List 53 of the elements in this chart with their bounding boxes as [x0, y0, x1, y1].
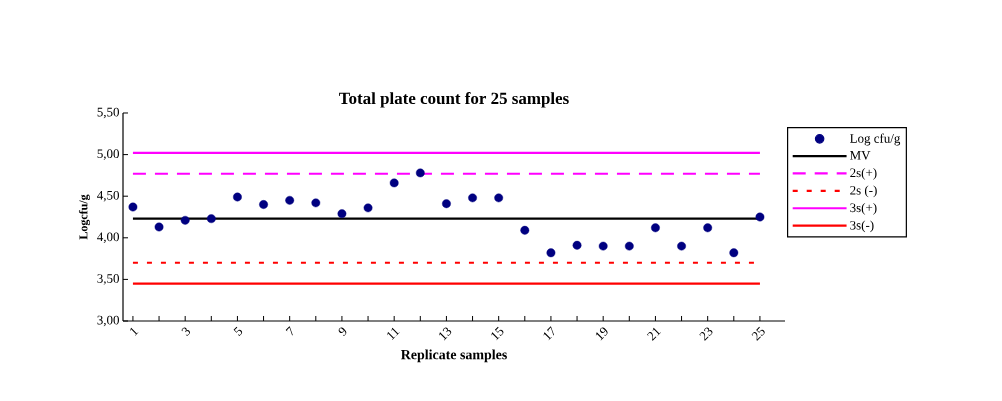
- point: [624, 241, 634, 251]
- point: [206, 214, 216, 224]
- point: [180, 215, 190, 225]
- x-tick-label: 23: [699, 327, 713, 341]
- point: [442, 199, 451, 209]
- point: [285, 195, 295, 205]
- y-tick-label: 4,00: [97, 232, 119, 244]
- legend-label: 2s (-): [850, 185, 877, 198]
- point: [128, 202, 138, 212]
- point: [415, 168, 425, 178]
- x-tick-label: 15: [491, 326, 504, 341]
- x-tick-label: 25: [751, 326, 765, 341]
- x-tick-label: 13: [439, 327, 452, 341]
- x-tick-label: 1: [130, 327, 139, 336]
- point: [311, 198, 321, 208]
- point: [363, 203, 373, 213]
- point: [337, 209, 347, 219]
- point: [468, 193, 477, 203]
- point: [572, 240, 582, 250]
- point: [755, 212, 765, 222]
- legend-label: Log cfu/g: [850, 133, 901, 146]
- legend-label: 3s(+): [850, 203, 877, 215]
- point: [546, 248, 556, 258]
- point: [651, 223, 660, 233]
- y-tick-label: 5,00: [97, 149, 119, 160]
- point: [494, 193, 504, 203]
- y-tick-label: 4,50: [97, 190, 119, 202]
- point: [389, 178, 399, 188]
- y-tick-label: 3,00: [97, 315, 119, 327]
- x-tick-label: 21: [647, 327, 661, 341]
- x-tick-label: 3: [181, 327, 190, 337]
- point: [729, 248, 739, 258]
- legend-label: 2s(+): [850, 168, 877, 180]
- point: [677, 241, 686, 251]
- point: [520, 225, 530, 235]
- point: [703, 223, 713, 233]
- y-tick-label: 3,50: [97, 274, 119, 285]
- x-tick-label: 19: [595, 327, 608, 341]
- y-axis-title: Logcfu/g: [78, 194, 90, 240]
- y-tick-label: 5,50: [97, 107, 119, 119]
- point: [598, 241, 608, 251]
- chart-title: Total plate count for 25 samples: [339, 91, 569, 108]
- point: [233, 192, 242, 202]
- legend-label: MV: [850, 151, 871, 160]
- x-tick-label: 5: [233, 326, 243, 336]
- x-tick-label: 11: [387, 327, 400, 341]
- legend-label: 3s(-): [850, 220, 874, 233]
- x-tick-label: 9: [338, 327, 347, 337]
- x-tick-label: 7: [285, 326, 293, 336]
- x-tick-label: 17: [543, 326, 555, 341]
- point: [154, 222, 164, 232]
- point: [259, 200, 268, 209]
- x-axis-title: Replicate samples: [400, 349, 507, 363]
